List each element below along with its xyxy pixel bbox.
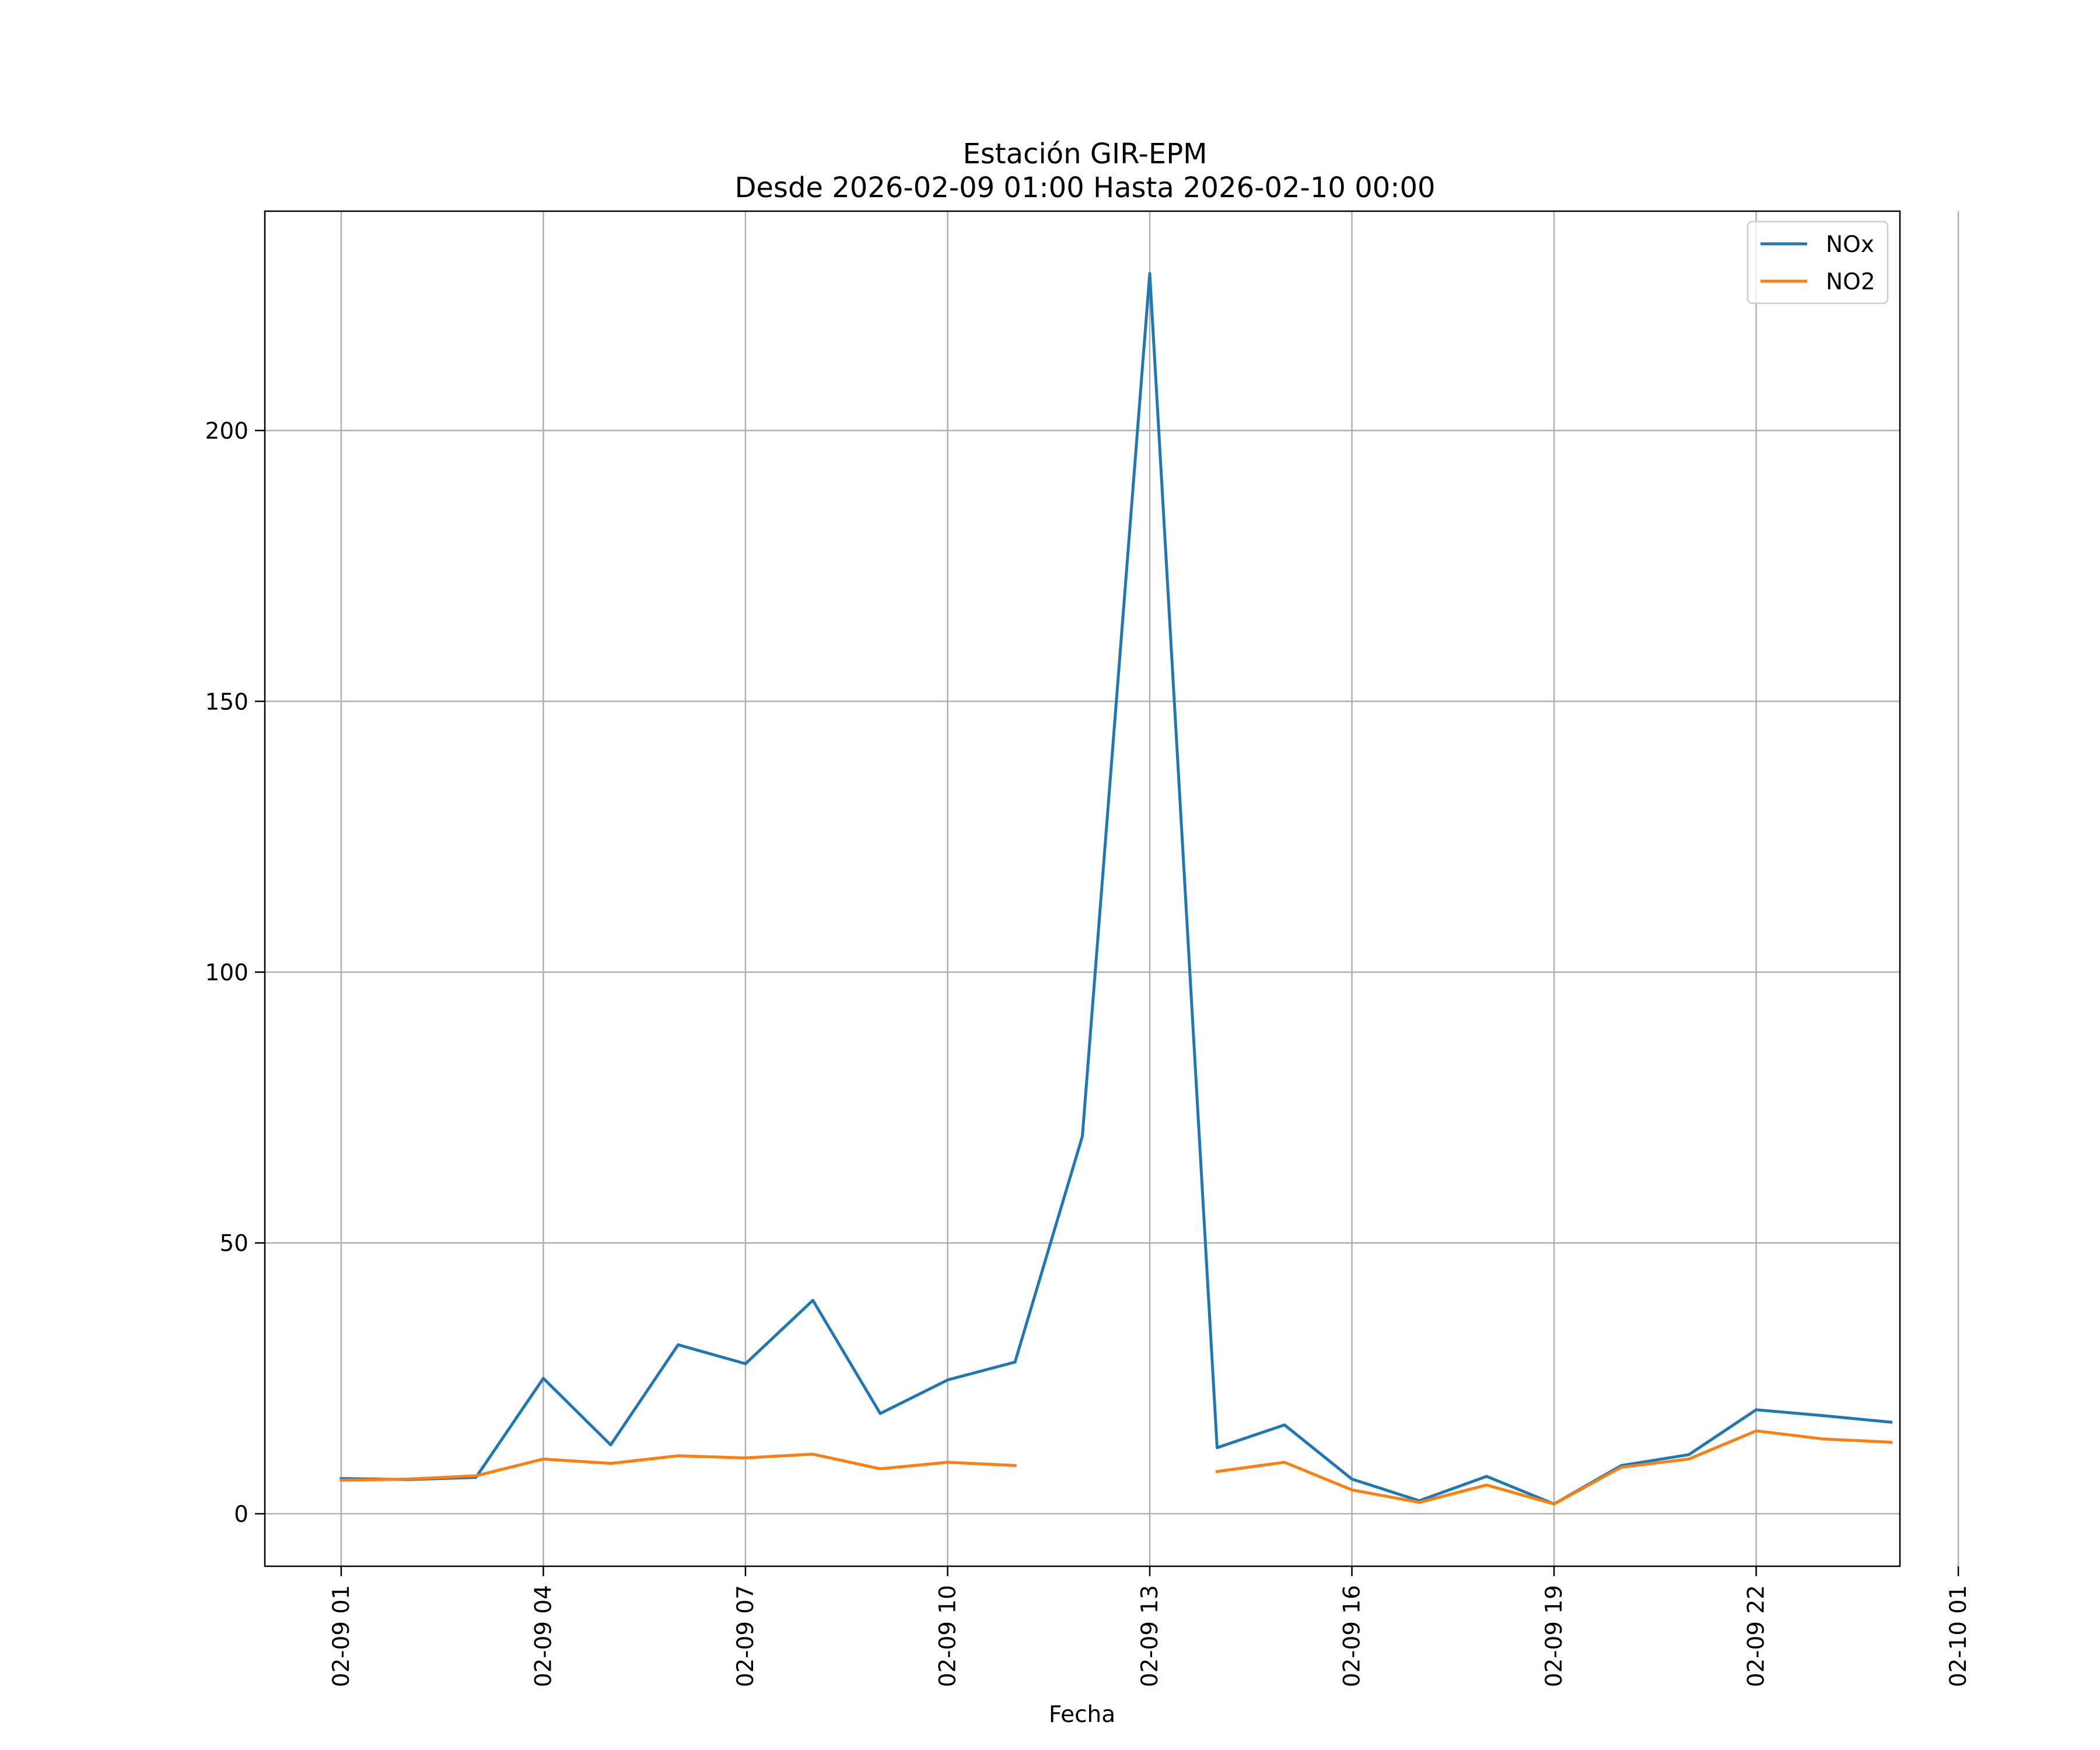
x-axis-label: Fecha	[1049, 1702, 1115, 1728]
legend-label-nox: NOx	[1826, 232, 1874, 258]
x-tick-label: 02-10 01	[1945, 1585, 1972, 1687]
series-lines	[340, 272, 1893, 1506]
chart-subtitle: Desde 2026-02-09 01:00 Hasta 2026-02-10 …	[734, 172, 1435, 204]
chart-title: Estación GIR-EPM	[963, 138, 1207, 170]
grid-lines	[265, 211, 1959, 1566]
plot-frame	[264, 210, 1901, 1567]
legend-box	[1746, 220, 1889, 304]
x-tick-label: 02-09 04	[530, 1585, 556, 1687]
x-tick-label: 02-09 19	[1541, 1585, 1567, 1687]
series-line-no2	[340, 1429, 1893, 1506]
y-tick-label: 200	[205, 418, 249, 444]
y-tick-label: 100	[205, 960, 249, 986]
x-tick-label: 02-09 07	[733, 1585, 759, 1687]
x-tick-label: 02-09 22	[1744, 1585, 1770, 1687]
series-line-nox	[340, 272, 1893, 1506]
x-tick-label: 02-09 16	[1339, 1585, 1366, 1687]
y-tick-label: 150	[205, 689, 249, 715]
x-tick-label: 02-09 01	[328, 1585, 355, 1687]
legend-label-no2: NO2	[1826, 269, 1875, 295]
x-tick-label: 02-09 13	[1137, 1585, 1163, 1687]
y-tick-label: 50	[219, 1231, 249, 1257]
axis-ticks: 02-09 01 02-09 04 02-09 07 02-09 10 02-09 13…	[205, 418, 1972, 1687]
x-tick-label: 02-09 10	[935, 1585, 961, 1687]
y-tick-label: 0	[234, 1502, 249, 1528]
legend: NOx NO2	[1746, 220, 1889, 304]
